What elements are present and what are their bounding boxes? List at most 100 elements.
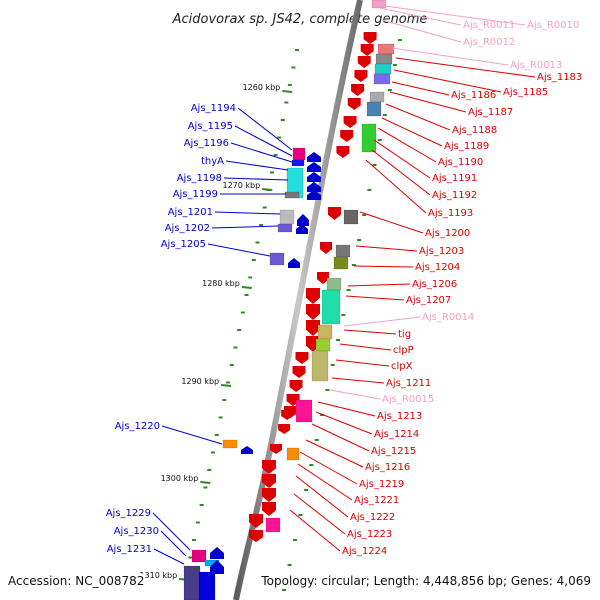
gene-label-right: Ajs_1206 — [412, 279, 457, 290]
callout-line — [365, 159, 427, 214]
gene-label-right: Ajs_1211 — [386, 378, 431, 389]
reverse-gene-arrow — [307, 182, 321, 192]
callout-line — [381, 117, 443, 147]
gene-label-right: Ajs_R0015 — [382, 394, 434, 405]
gene-box — [198, 571, 216, 600]
scale-label: 1310 kbp — [139, 571, 177, 580]
gene-box — [377, 43, 395, 55]
genome-backbone — [233, 0, 363, 600]
gene-box — [292, 147, 306, 161]
forward-gene-arrow — [340, 130, 354, 142]
scale-label: 1270 kbp — [223, 181, 261, 190]
callout-line — [299, 451, 358, 485]
gene-label-left: Ajs_1231 — [107, 544, 152, 555]
major-tick — [262, 188, 273, 191]
gene-label-left: Ajs_1230 — [114, 526, 159, 537]
gene-label-left: Ajs_1198 — [177, 173, 222, 184]
gene-label-right: tig — [398, 329, 411, 340]
callout-line — [225, 160, 289, 171]
callout-line — [293, 493, 346, 535]
forward-gene-arrow — [249, 514, 263, 528]
callout-line — [305, 439, 364, 468]
rna-box — [371, 0, 387, 9]
callout-line — [329, 389, 381, 400]
gene-label-right: Ajs_1192 — [432, 190, 477, 201]
callout-line — [315, 411, 373, 435]
forward-gene-arrow — [360, 44, 374, 56]
forward-gene-arrow — [289, 380, 303, 392]
gene-box — [335, 244, 351, 258]
reverse-gene-arrow — [307, 152, 321, 162]
reverse-gene-arrow — [210, 547, 224, 559]
forward-gene-arrow — [278, 424, 291, 434]
gene-box — [269, 252, 285, 266]
forward-gene-arrow — [320, 242, 332, 254]
major-tick — [200, 481, 211, 484]
gene-box — [374, 63, 392, 75]
reverse-gene-arrow — [241, 446, 253, 454]
gene-box — [183, 565, 201, 600]
gene-box — [369, 91, 385, 103]
callout-line — [381, 19, 462, 43]
gene-box — [375, 53, 393, 65]
callout-line — [335, 359, 390, 367]
gene-box — [277, 223, 293, 233]
topology-text: Topology: circular; Length: 4,448,856 bp… — [261, 574, 591, 588]
gene-label-right: Ajs_1200 — [425, 228, 470, 239]
forward-gene-arrow — [270, 444, 282, 454]
scale-label: 1300 kbp — [161, 474, 199, 483]
forward-gene-arrow — [354, 70, 368, 82]
forward-gene-arrow — [317, 272, 329, 284]
gene-label-left: Ajs_1194 — [191, 103, 236, 114]
gene-box — [311, 350, 329, 382]
gene-label-right: Ajs_1215 — [371, 446, 416, 457]
forward-gene-arrow — [328, 207, 341, 220]
reverse-gene-arrow — [210, 560, 224, 574]
gene-label-right: Ajs_1221 — [354, 495, 399, 506]
gene-label-right: Ajs_1186 — [451, 90, 496, 101]
callout-line — [384, 5, 526, 26]
gene-box — [291, 159, 305, 167]
gene-label-left: Ajs_1220 — [115, 421, 160, 432]
callout-line — [295, 475, 349, 518]
callout-line — [347, 283, 411, 287]
gene-box — [321, 289, 341, 325]
major-tick — [241, 286, 252, 289]
gene-label-right: Ajs_1188 — [452, 125, 497, 136]
scale-label: 1290 kbp — [181, 377, 219, 386]
reverse-gene-arrow — [307, 172, 321, 182]
forward-gene-arrow — [351, 84, 365, 96]
forward-gene-arrow — [262, 488, 276, 502]
forward-gene-arrow — [306, 288, 320, 304]
forward-gene-arrow — [347, 98, 361, 110]
callout-line — [391, 81, 450, 96]
gene-label-right: Ajs_1190 — [438, 157, 483, 168]
forward-gene-arrow — [295, 352, 309, 364]
callout-line — [211, 225, 279, 229]
gene-box — [295, 399, 313, 423]
gene-label-left: Ajs_1202 — [165, 223, 210, 234]
gene-label-right: Ajs_1191 — [432, 173, 477, 184]
gene-box — [373, 73, 391, 85]
gene-label-right: clpP — [393, 345, 414, 356]
callout-line — [152, 512, 191, 551]
gene-box — [333, 256, 349, 270]
callout-line — [343, 316, 421, 327]
gene-box — [366, 101, 382, 117]
gene-callouts — [152, 5, 536, 565]
callout-line — [297, 463, 353, 501]
gene-labels: Ajs_R0011 Ajs_R0010Ajs_R0012Ajs_R0013Ajs_… — [106, 20, 583, 557]
gene-label-right: Ajs_1203 — [419, 246, 464, 257]
gene-label-right: Ajs_1216 — [365, 462, 410, 473]
gene-label-right: Ajs_1185 — [503, 87, 548, 98]
gene-label-right: Ajs_R0014 — [422, 312, 474, 323]
gene-box — [279, 209, 295, 225]
gene-label-right: Ajs_1204 — [415, 262, 460, 273]
forward-gene-arrow — [357, 56, 371, 68]
gene-box — [317, 324, 333, 340]
callout-line — [393, 69, 502, 93]
gene-label-right: clpX — [391, 361, 413, 372]
callout-line — [214, 211, 281, 215]
gene-label-right: Ajs_1222 — [350, 512, 395, 523]
